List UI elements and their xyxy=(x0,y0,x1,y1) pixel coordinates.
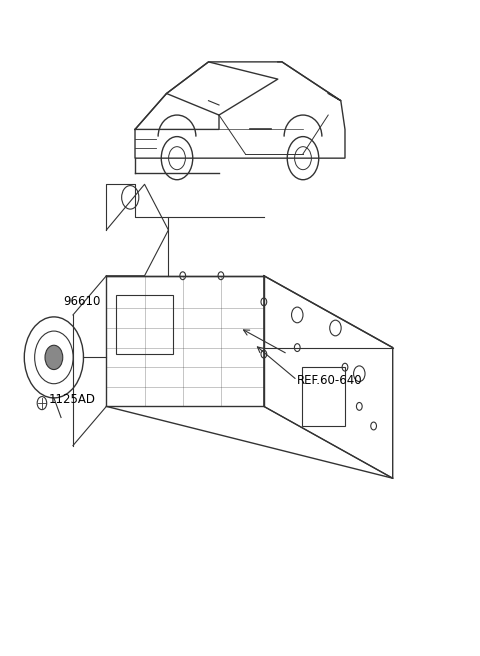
Text: 1125AD: 1125AD xyxy=(49,393,96,406)
Text: 96610: 96610 xyxy=(63,295,101,308)
Circle shape xyxy=(45,345,63,369)
Text: REF.60-640: REF.60-640 xyxy=(297,373,363,386)
